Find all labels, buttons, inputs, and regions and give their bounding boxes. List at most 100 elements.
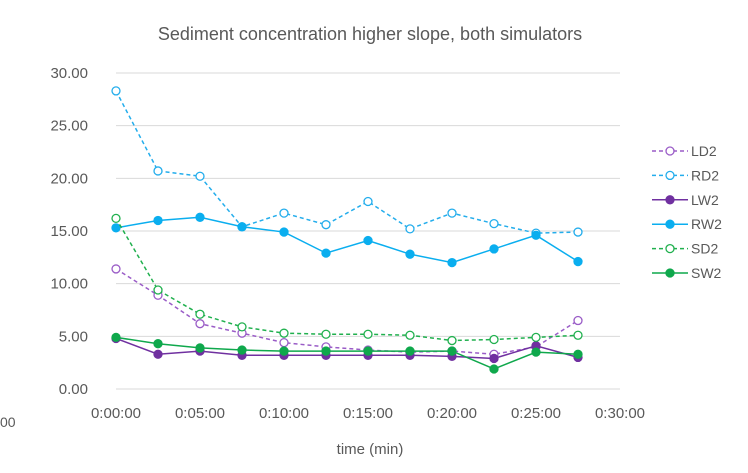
y-tick-label: 5.00 <box>59 328 88 345</box>
legend-marker <box>665 146 675 156</box>
data-point <box>237 322 247 332</box>
data-point <box>321 346 331 356</box>
x-tick-label: 0:25:00 <box>511 405 561 422</box>
series-sd2 <box>111 213 583 346</box>
data-point <box>573 256 583 267</box>
legend-item: LW2 <box>652 192 719 208</box>
data-point <box>573 330 583 340</box>
data-point <box>195 319 205 329</box>
legend-item: RD2 <box>652 167 719 183</box>
legend-item: LD2 <box>652 143 717 159</box>
data-point <box>153 339 163 349</box>
data-point <box>237 222 247 232</box>
series-ld2 <box>111 264 583 359</box>
legend-label: SW2 <box>691 265 722 281</box>
data-point <box>321 248 331 258</box>
data-point <box>573 227 583 237</box>
data-point <box>321 329 331 339</box>
x-tick-label: 0:20:00 <box>427 405 477 422</box>
data-point <box>279 328 289 338</box>
data-point <box>489 353 499 364</box>
x-tick-label: 0:30:00 <box>595 405 645 422</box>
data-point <box>447 335 457 346</box>
data-point <box>153 285 163 295</box>
series-rw2 <box>111 212 583 268</box>
data-point <box>573 349 583 359</box>
data-point <box>489 244 499 254</box>
data-point <box>195 309 205 319</box>
legend-marker <box>665 243 675 254</box>
legend: LD2 RD2 LW2 RW2 SD2 SW2 <box>652 143 722 281</box>
legend-marker <box>665 219 675 229</box>
legend-label: LW2 <box>691 192 719 208</box>
data-point <box>237 345 247 355</box>
data-point <box>363 235 373 246</box>
legend-label: LD2 <box>691 143 717 159</box>
data-point <box>153 215 163 226</box>
series-rd2 <box>111 86 583 238</box>
x-tick-label: 0:10:00 <box>259 405 309 422</box>
data-point <box>279 346 289 356</box>
data-point <box>111 264 121 274</box>
stray-left-label: 00 <box>0 414 16 430</box>
y-tick-label: 20.00 <box>50 170 88 187</box>
legend-item: RW2 <box>652 216 722 232</box>
y-tick-label: 30.00 <box>50 65 88 82</box>
data-point <box>279 208 289 218</box>
data-point <box>405 346 415 356</box>
series-line <box>115 336 579 370</box>
legend-label: RD2 <box>691 167 719 183</box>
data-point <box>363 346 373 356</box>
data-point <box>153 349 163 359</box>
y-tick-label: 25.00 <box>50 118 88 135</box>
data-point <box>195 212 205 222</box>
series-line <box>115 268 579 355</box>
x-axis-label: time (min) <box>337 441 404 458</box>
data-point <box>279 227 289 237</box>
data-point <box>447 257 457 268</box>
legend-item: SW2 <box>652 265 722 281</box>
data-point <box>531 332 541 343</box>
data-point <box>447 208 457 218</box>
series-line <box>115 216 579 264</box>
data-point <box>489 364 499 374</box>
data-point <box>531 347 541 357</box>
data-point <box>111 213 121 224</box>
data-point <box>111 223 121 233</box>
data-point <box>363 196 373 207</box>
data-point <box>153 166 163 176</box>
data-point <box>405 330 415 340</box>
legend-item: SD2 <box>652 241 718 257</box>
data-point <box>573 315 583 326</box>
y-tick-label: 15.00 <box>50 223 88 240</box>
y-tick-label: 10.00 <box>50 276 88 293</box>
data-point <box>321 220 331 230</box>
data-point <box>531 230 541 240</box>
data-point <box>405 249 415 259</box>
x-axis-ticks: 0:00:00 0:05:00 0:10:00 0:15:00 0:20:00 0:25:… <box>91 405 645 422</box>
y-axis-ticks: 0.00 5.00 10.00 15.00 20.00 25.00 30.00 <box>50 65 88 398</box>
series-layer <box>111 86 583 374</box>
data-point <box>405 224 415 234</box>
x-tick-label: 0:15:00 <box>343 405 393 422</box>
data-point <box>447 346 457 356</box>
data-point <box>111 332 121 343</box>
series-line <box>115 217 579 342</box>
data-point <box>489 218 499 229</box>
legend-label: RW2 <box>691 216 722 232</box>
data-point <box>195 343 205 353</box>
series-sw2 <box>111 332 583 374</box>
data-point <box>279 338 289 348</box>
legend-marker <box>665 268 675 278</box>
legend-marker <box>665 195 675 205</box>
y-tick-label: 0.00 <box>59 381 88 398</box>
legend-label: SD2 <box>691 241 718 257</box>
legend-marker <box>665 170 675 181</box>
data-point <box>489 334 499 345</box>
data-point <box>111 86 121 96</box>
series-line <box>115 90 579 234</box>
chart-title: Sediment concentration higher slope, bot… <box>158 24 582 44</box>
x-tick-label: 0:05:00 <box>175 405 225 422</box>
